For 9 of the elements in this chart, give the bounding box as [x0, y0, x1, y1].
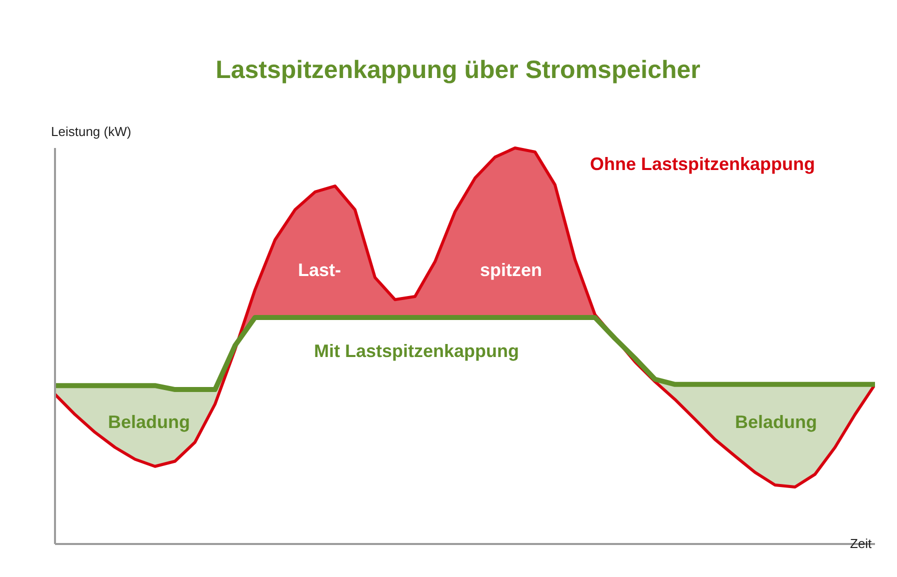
text: Ohne Lastspitzenkappung: [590, 154, 816, 175]
annotation: spitzen: [480, 260, 542, 281]
y-axis-title: Leistung (kW): [51, 124, 132, 139]
series-label: Mit Lastspitzenkappung: [314, 341, 520, 362]
annotation: Beladung: [108, 412, 190, 433]
x-axis-title: Zeit: [850, 536, 872, 551]
chart-title: Lastspitzenkappung über Stromspeicher: [214, 56, 702, 85]
annotation: Beladung: [735, 412, 818, 433]
annotation: Last-: [298, 260, 342, 281]
